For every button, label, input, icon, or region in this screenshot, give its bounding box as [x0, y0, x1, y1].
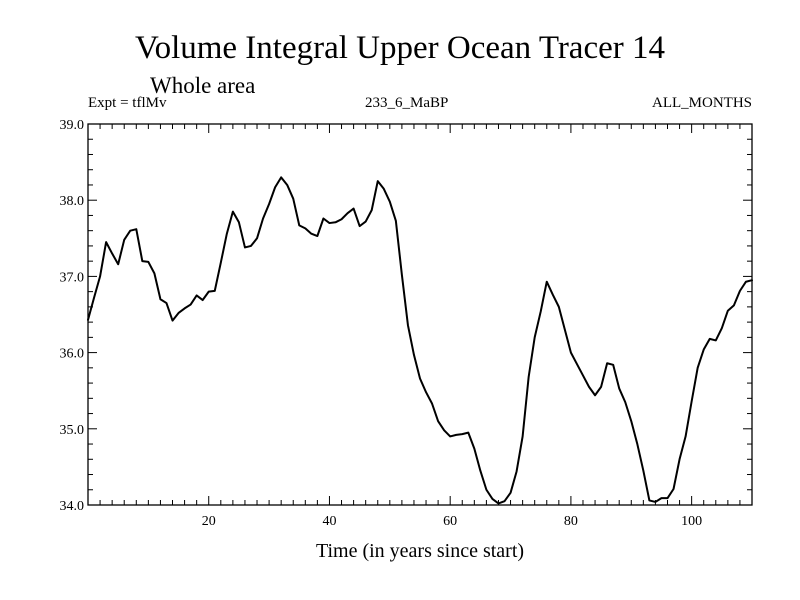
- series-line: [87, 176, 753, 505]
- chart-title: Volume Integral Upper Ocean Tracer 14: [135, 30, 665, 66]
- x-tick-label: 20: [202, 514, 216, 529]
- y-tick-label: 36.0: [60, 347, 85, 362]
- axis-ticks: [88, 124, 752, 505]
- tick-labels: 20 40 60 80 100 34.0 35.0 36.0 37.0 38.0 39.0: [60, 118, 703, 529]
- y-tick-label: 38.0: [60, 194, 85, 209]
- x-axis-label: Time (in years since start): [315, 540, 525, 562]
- y-tick-label: 39.0: [60, 118, 85, 133]
- x-tick-label: 80: [564, 514, 578, 529]
- x-tick-label: 60: [443, 514, 457, 529]
- run-id-label: 233_6_MaBP: [365, 95, 449, 111]
- y-tick-label: 37.0: [60, 270, 85, 285]
- period-label: ALL_MONTHS: [652, 95, 752, 111]
- x-tick-label: 100: [681, 514, 702, 529]
- y-tick-label: 34.0: [60, 499, 85, 514]
- experiment-label: Expt = tflMv: [88, 95, 167, 111]
- chart-subtitle: Whole area: [150, 73, 256, 98]
- x-tick-label: 40: [322, 514, 336, 529]
- series-layer: [87, 176, 753, 505]
- plot-frame: [87, 123, 753, 506]
- y-tick-label: 35.0: [60, 423, 85, 438]
